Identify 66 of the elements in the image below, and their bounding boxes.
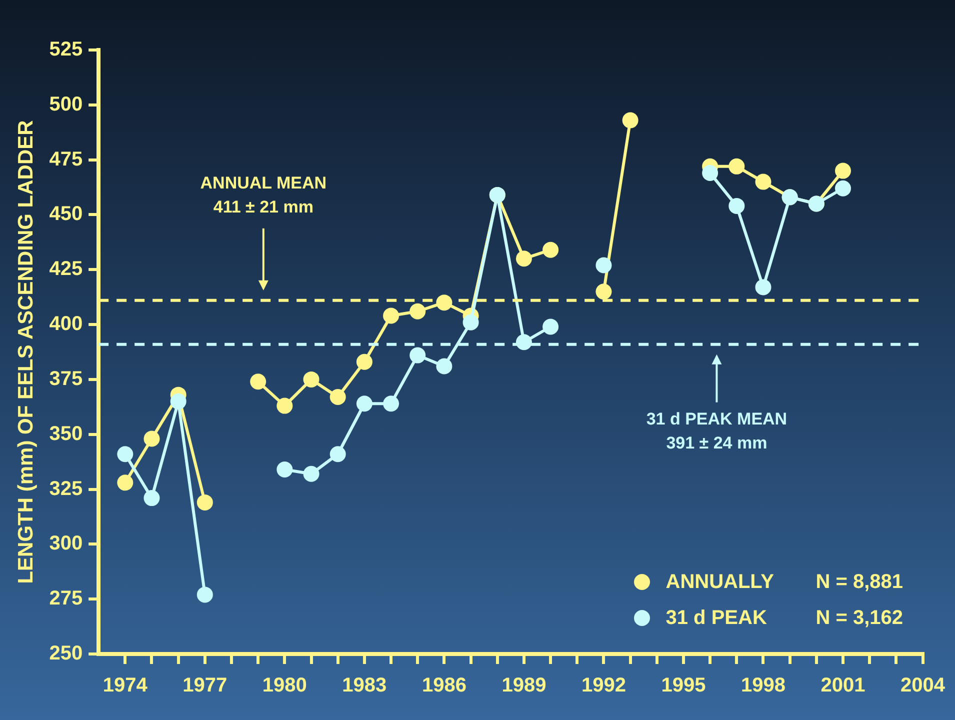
- y-tick-label: 500: [49, 93, 83, 116]
- point: [516, 250, 532, 267]
- y-tick-label: 300: [49, 532, 83, 555]
- x-tick-label: 1983: [342, 674, 387, 697]
- point: [117, 474, 134, 491]
- y-tick-label: 400: [49, 313, 83, 336]
- x-tick-label: 2001: [820, 674, 866, 697]
- point: [596, 257, 612, 274]
- point: [596, 284, 612, 300]
- point: [144, 430, 160, 447]
- x-tick-label: 1974: [102, 674, 148, 697]
- point: [755, 174, 772, 190]
- point: [728, 198, 745, 214]
- x-tick-label: 1989: [502, 674, 546, 697]
- point: [834, 162, 851, 179]
- x-tick-label: 1998: [740, 674, 786, 697]
- x-tick-label: 1980: [262, 674, 307, 697]
- y-tick-label: 250: [49, 642, 83, 665]
- point: [196, 494, 213, 510]
- ref-line-label: 31 d PEAK MEAN 391 ± 24 mm: [646, 409, 788, 452]
- point: [330, 389, 346, 406]
- point: [276, 398, 293, 414]
- annotation: N = 8,881: [816, 570, 904, 594]
- point: [436, 358, 452, 374]
- y-tick-label: 275: [49, 588, 83, 610]
- point: [542, 318, 559, 335]
- y-tick-label: 325: [49, 478, 83, 500]
- point: [622, 112, 638, 128]
- point: [383, 396, 400, 412]
- y-tick-label: 450: [49, 203, 83, 226]
- point: [702, 164, 718, 181]
- point: [410, 347, 426, 364]
- point: [542, 242, 559, 258]
- point: [330, 446, 346, 462]
- x-tick-label: 1995: [661, 674, 706, 697]
- point: [755, 279, 772, 296]
- y-tick-label: 425: [49, 258, 83, 280]
- point: [356, 354, 372, 370]
- point: [276, 462, 293, 478]
- point: [250, 374, 266, 390]
- legend-label: 31 d PEAK: [666, 606, 768, 630]
- legend-label: ANNUALLY: [666, 570, 775, 594]
- point: [356, 396, 372, 412]
- ref-line-label: ANNUAL MEAN 411 ± 21 mm: [200, 173, 327, 216]
- point: [303, 466, 320, 482]
- point: [383, 308, 400, 324]
- annotation: N = 3,162: [816, 606, 904, 630]
- y-axis-title: LENGTH (mm) OF EELS ASCENDING LADDER: [14, 120, 38, 584]
- y-tick-label: 350: [49, 422, 83, 445]
- point: [303, 371, 320, 388]
- point: [410, 303, 426, 320]
- y-tick-label: 525: [49, 38, 83, 61]
- point: [834, 180, 851, 196]
- point: [516, 334, 532, 350]
- x-tick-label: 1977: [182, 674, 228, 697]
- point: [144, 490, 160, 506]
- y-tick-label: 475: [49, 148, 83, 170]
- x-tick-label: 2004: [900, 674, 946, 697]
- x-tick-label: 1992: [581, 674, 626, 697]
- y-tick-label: 375: [49, 368, 83, 390]
- x-tick-label: 1986: [422, 674, 466, 697]
- point: [196, 586, 213, 603]
- point: [117, 446, 134, 462]
- point: [728, 158, 745, 174]
- point: [462, 314, 479, 330]
- point: [170, 393, 186, 410]
